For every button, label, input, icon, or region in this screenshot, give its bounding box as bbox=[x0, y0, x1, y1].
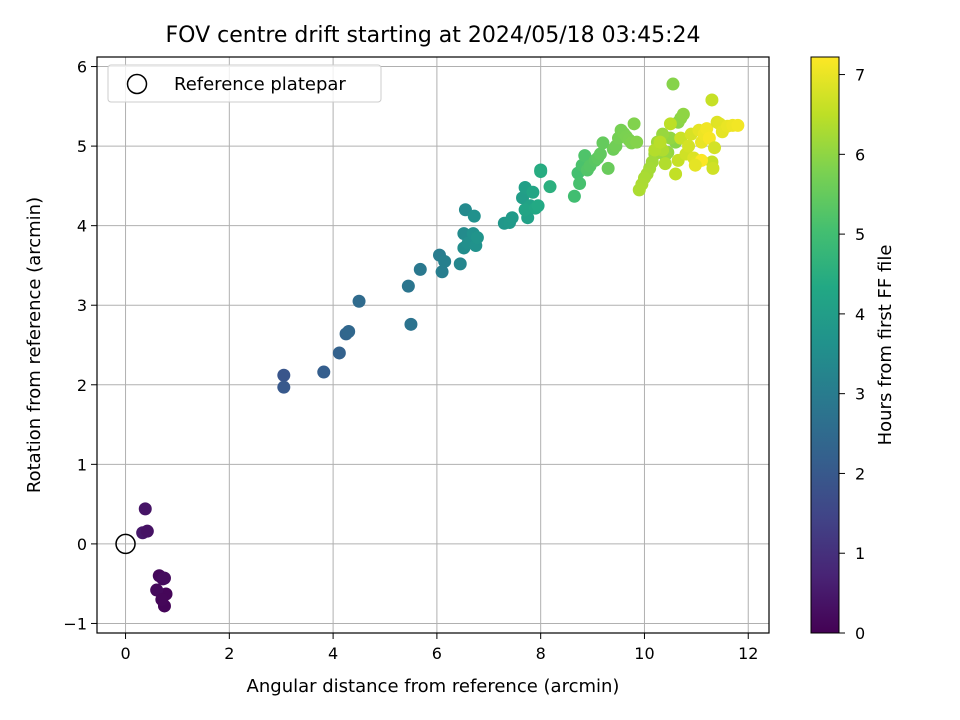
x-tick-label: 2 bbox=[224, 644, 234, 663]
x-tick-label: 12 bbox=[738, 644, 758, 663]
colorbar-tick-label: 3 bbox=[855, 385, 865, 404]
y-tick-label: 1 bbox=[77, 455, 87, 474]
colorbar-tick-label: 1 bbox=[855, 544, 865, 563]
x-tick-label: 0 bbox=[120, 644, 130, 663]
data-point bbox=[630, 135, 644, 149]
data-point bbox=[534, 165, 548, 179]
colorbar-tick-label: 7 bbox=[855, 66, 865, 85]
data-point bbox=[705, 93, 719, 107]
data-point bbox=[543, 180, 557, 194]
data-point bbox=[435, 265, 449, 279]
data-point bbox=[573, 176, 587, 190]
data-point bbox=[663, 117, 677, 131]
data-point bbox=[352, 294, 366, 308]
reference-marker bbox=[115, 533, 136, 555]
data-point bbox=[404, 317, 418, 331]
chart-title: FOV centre drift starting at 2024/05/18 … bbox=[166, 23, 701, 48]
data-point bbox=[627, 117, 641, 131]
data-point bbox=[332, 346, 346, 360]
reference-marker-group bbox=[115, 533, 136, 555]
data-point bbox=[317, 365, 331, 379]
data-point bbox=[731, 118, 745, 132]
data-point bbox=[567, 189, 581, 203]
data-point bbox=[706, 161, 720, 175]
colorbar-tick-label: 5 bbox=[855, 225, 865, 244]
y-tick-label: 2 bbox=[77, 376, 87, 395]
x-tick-label: 6 bbox=[432, 644, 442, 663]
x-axis-label: Angular distance from reference (arcmin) bbox=[247, 676, 620, 697]
data-point bbox=[413, 262, 427, 276]
grid-lines bbox=[97, 57, 769, 633]
y-tick-label: 4 bbox=[77, 217, 87, 236]
data-point bbox=[518, 203, 532, 217]
data-point bbox=[516, 191, 530, 205]
data-point bbox=[342, 324, 356, 338]
legend-box bbox=[107, 64, 382, 103]
x-tick-label: 8 bbox=[536, 644, 546, 663]
data-point bbox=[669, 167, 683, 181]
colorbar-label: Hours from first FF file bbox=[875, 245, 896, 446]
data-point bbox=[653, 135, 667, 149]
legend: Reference platepar bbox=[107, 64, 382, 103]
data-point bbox=[578, 149, 592, 163]
data-point bbox=[632, 183, 646, 197]
data-point bbox=[682, 139, 696, 153]
data-point bbox=[277, 368, 291, 382]
legend-entry-label: Reference platepar bbox=[174, 74, 346, 95]
data-point bbox=[157, 571, 171, 585]
plot-frame bbox=[96, 56, 770, 634]
data-point bbox=[601, 161, 615, 175]
data-point bbox=[526, 185, 540, 199]
data-point bbox=[140, 524, 154, 538]
y-tick-label: 3 bbox=[77, 296, 87, 315]
data-point bbox=[155, 593, 169, 607]
data-point bbox=[688, 158, 702, 172]
data-point bbox=[674, 131, 688, 145]
data-point bbox=[467, 209, 481, 223]
data-point bbox=[593, 147, 607, 161]
data-point bbox=[150, 583, 164, 597]
data-point bbox=[658, 157, 672, 171]
data-point bbox=[401, 279, 415, 293]
x-axis: 0 2 4 6 8 10 12 bbox=[120, 633, 758, 663]
data-point bbox=[505, 211, 519, 225]
y-axis: −1 0 1 2 3 4 5 6 bbox=[63, 58, 97, 633]
y-tick-label: −1 bbox=[63, 614, 87, 633]
data-point bbox=[708, 141, 722, 155]
data-point bbox=[666, 77, 680, 91]
y-axis-label: Rotation from reference (arcmin) bbox=[24, 197, 45, 493]
y-tick-label: 6 bbox=[77, 58, 87, 77]
data-point bbox=[531, 199, 545, 213]
data-point bbox=[453, 257, 467, 271]
data-point bbox=[702, 131, 716, 145]
colorbar-tick-label: 2 bbox=[855, 464, 865, 483]
x-tick-label: 4 bbox=[328, 644, 338, 663]
colorbar-tick-label: 6 bbox=[855, 145, 865, 164]
y-tick-label: 5 bbox=[77, 137, 87, 156]
data-point bbox=[596, 136, 610, 150]
legend-marker bbox=[126, 73, 148, 95]
colorbar-tick-label: 4 bbox=[855, 305, 865, 324]
x-tick-label: 10 bbox=[634, 644, 654, 663]
data-point bbox=[277, 380, 291, 394]
colorbar-tick-label: 0 bbox=[855, 624, 865, 643]
scatter-points bbox=[136, 77, 745, 613]
colorbar: 0 1 2 3 4 5 6 7 Hours from first FF file bbox=[810, 56, 896, 643]
data-point bbox=[138, 502, 152, 516]
colorbar-ticks: 0 1 2 3 4 5 6 7 bbox=[839, 66, 865, 643]
data-point bbox=[676, 107, 690, 121]
colorbar-gradient bbox=[810, 56, 840, 634]
y-tick-label: 0 bbox=[77, 535, 87, 554]
data-point bbox=[438, 254, 452, 268]
data-point bbox=[470, 231, 484, 245]
